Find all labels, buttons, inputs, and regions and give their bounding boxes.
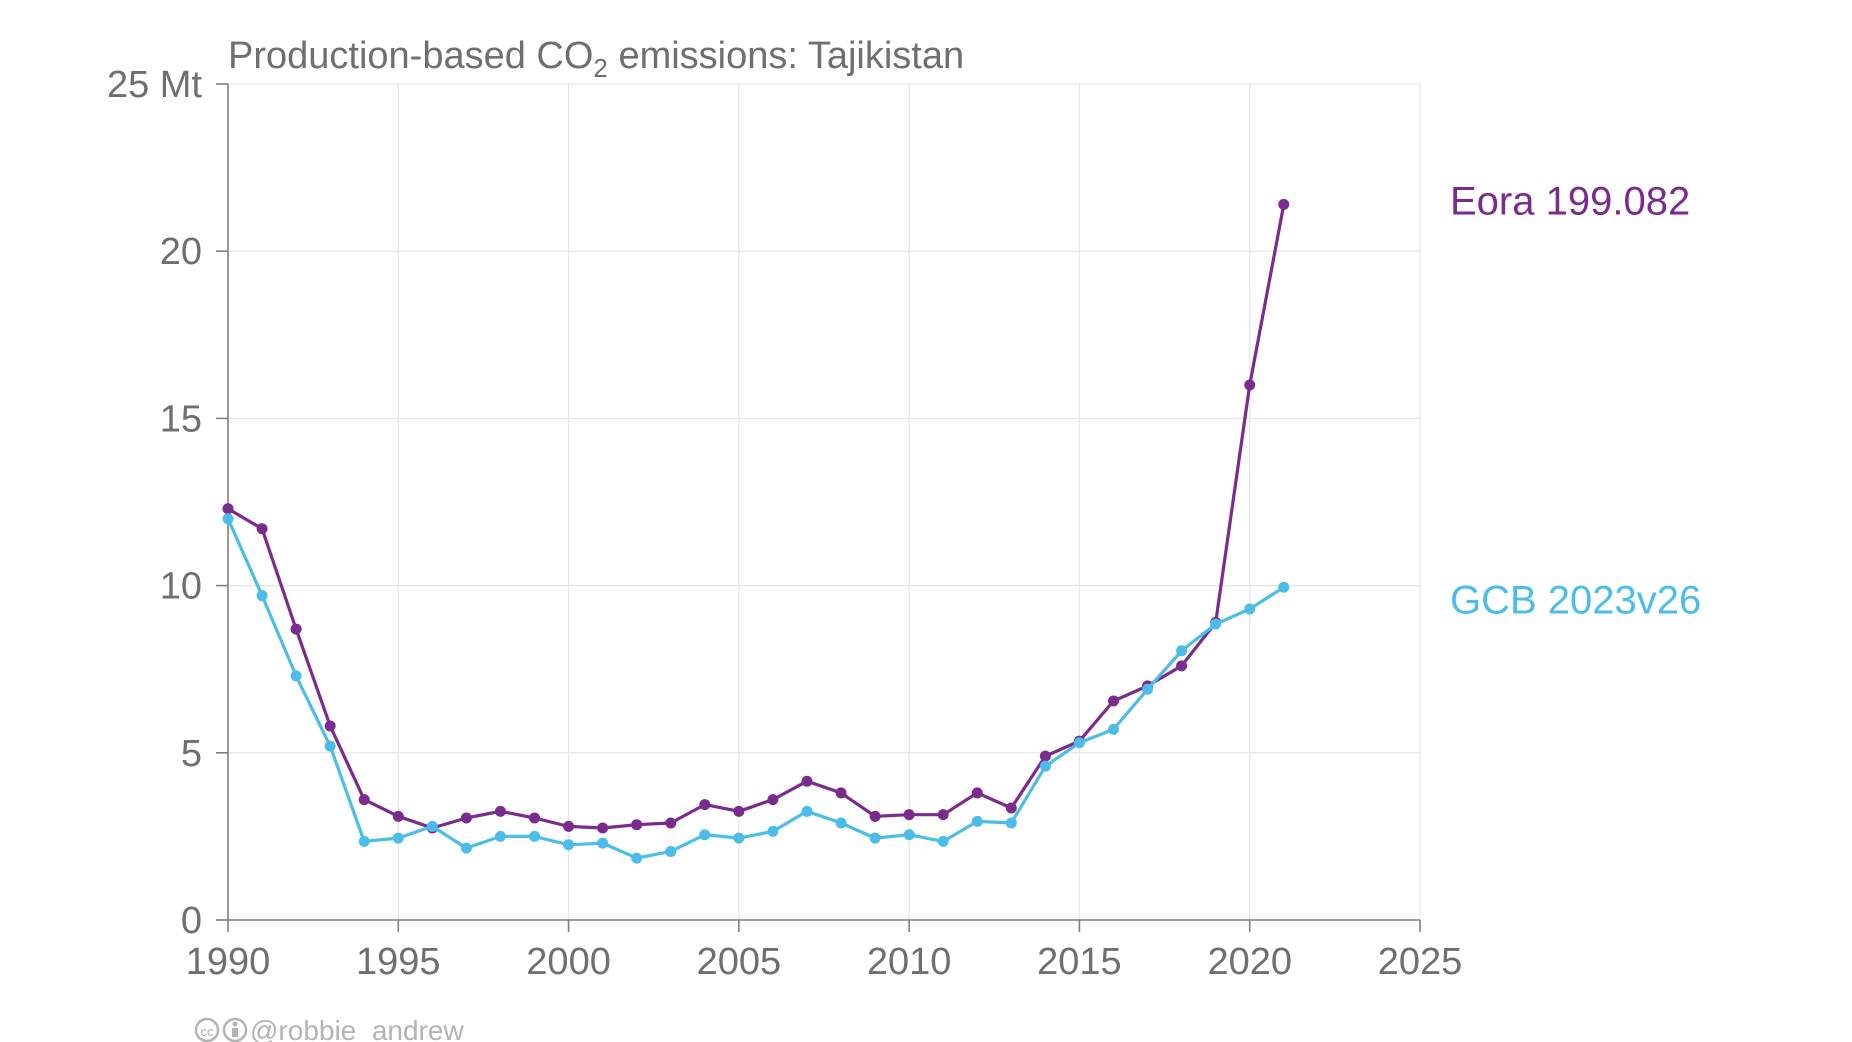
x-tick-label: 2020 — [1207, 941, 1292, 983]
data-point-eora-199-082 — [1107, 695, 1119, 707]
data-point-gcb-2023v26 — [290, 670, 302, 682]
data-point-gcb-2023v26 — [222, 513, 234, 525]
gridlines — [228, 83, 1421, 920]
data-point-eora-199-082 — [597, 822, 609, 834]
data-point-gcb-2023v26 — [494, 830, 506, 842]
data-point-gcb-2023v26 — [1142, 683, 1154, 695]
x-tick-label: 2015 — [1037, 941, 1122, 983]
data-point-eora-199-082 — [835, 787, 847, 799]
series-labels: Eora 199.082 GCB 2023v26 — [1450, 179, 1701, 622]
data-point-eora-199-082 — [1005, 802, 1017, 814]
data-point-eora-199-082 — [222, 503, 234, 515]
data-point-eora-199-082 — [869, 810, 881, 822]
data-point-eora-199-082 — [358, 794, 370, 806]
series-line-eora-199-082 — [226, 202, 1286, 830]
data-point-eora-199-082 — [256, 523, 268, 535]
data-point-gcb-2023v26 — [971, 815, 983, 827]
data-point-eora-199-082 — [1278, 198, 1290, 210]
data-point-eora-199-082 — [971, 787, 983, 799]
data-point-eora-199-082 — [1244, 379, 1256, 391]
data-point-eora-199-082 — [324, 720, 336, 732]
data-point-gcb-2023v26 — [767, 825, 779, 837]
y-tick-label: 25 Mt — [107, 64, 202, 106]
data-point-eora-199-082 — [563, 820, 575, 832]
data-point-eora-199-082 — [903, 809, 915, 821]
x-tick-label: 2025 — [1378, 941, 1463, 983]
data-point-eora-199-082 — [937, 809, 949, 821]
series-label-gcb-2023v26: GCB 2023v26 — [1450, 578, 1701, 622]
chart-title-subscript: 2 — [593, 53, 607, 83]
data-point-eora-199-082 — [529, 812, 541, 824]
data-point-gcb-2023v26 — [1073, 737, 1085, 749]
chart-title: Production-based CO2 emissions: Tajikist… — [228, 35, 964, 83]
data-point-eora-199-082 — [631, 819, 643, 831]
x-tick-label: 1990 — [186, 941, 271, 983]
data-point-gcb-2023v26 — [937, 835, 949, 847]
data-point-gcb-2023v26 — [529, 830, 541, 842]
data-point-eora-199-082 — [767, 794, 779, 806]
data-point-eora-199-082 — [460, 812, 472, 824]
data-point-eora-199-082 — [733, 805, 745, 817]
data-point-gcb-2023v26 — [1039, 760, 1051, 772]
data-point-eora-199-082 — [1176, 660, 1188, 672]
data-point-gcb-2023v26 — [256, 590, 268, 602]
data-point-eora-199-082 — [801, 775, 813, 787]
creative-commons-icon: cc — [194, 1017, 220, 1042]
attribution-icon — [222, 1017, 248, 1042]
svg-text:cc: cc — [201, 1024, 215, 1039]
x-tick-label: 2010 — [867, 941, 952, 983]
data-point-eora-199-082 — [494, 805, 506, 817]
data-point-gcb-2023v26 — [1005, 817, 1017, 829]
series-line-gcb-2023v26 — [226, 517, 1286, 860]
data-point-gcb-2023v26 — [1210, 618, 1222, 630]
data-point-gcb-2023v26 — [324, 740, 336, 752]
data-point-gcb-2023v26 — [358, 835, 370, 847]
data-point-gcb-2023v26 — [563, 839, 575, 851]
y-tick-label: 10 — [160, 566, 202, 608]
data-point-gcb-2023v26 — [869, 832, 881, 844]
data-point-eora-199-082 — [665, 817, 677, 829]
data-point-gcb-2023v26 — [801, 805, 813, 817]
y-tick-label: 5 — [181, 733, 202, 775]
data-point-gcb-2023v26 — [903, 829, 915, 841]
data-point-gcb-2023v26 — [1278, 581, 1290, 593]
x-tick-label: 2000 — [526, 941, 611, 983]
data-point-gcb-2023v26 — [835, 817, 847, 829]
x-tick-label: 2005 — [697, 941, 782, 983]
series-label-eora-199-082: Eora 199.082 — [1450, 179, 1690, 223]
data-point-eora-199-082 — [1039, 750, 1051, 762]
data-point-gcb-2023v26 — [631, 852, 643, 864]
y-tick-label: 20 — [160, 231, 202, 273]
data-point-eora-199-082 — [392, 810, 404, 822]
x-tick-label: 1995 — [356, 941, 441, 983]
credit: cc @robbie_andrew — [194, 1015, 464, 1042]
axes: 0 5 10 15 20 25 Mt 1990 1995 2000 2005 2010 2015 202… — [107, 64, 1462, 983]
data-point-gcb-2023v26 — [597, 837, 609, 849]
data-point-gcb-2023v26 — [699, 829, 711, 841]
data-point-gcb-2023v26 — [1244, 603, 1256, 615]
chart-title-suffix: emissions: Tajikistan — [608, 35, 964, 77]
data-point-gcb-2023v26 — [460, 842, 472, 854]
data-point-gcb-2023v26 — [392, 832, 404, 844]
data-point-gcb-2023v26 — [1176, 645, 1188, 657]
chart-title-prefix: Production-based CO — [228, 35, 593, 77]
data-point-eora-199-082 — [699, 799, 711, 811]
y-tick-label: 0 — [181, 900, 202, 942]
data-point-gcb-2023v26 — [1107, 723, 1119, 735]
credit-handle: @robbie_andrew — [250, 1015, 464, 1042]
data-point-gcb-2023v26 — [665, 845, 677, 857]
data-point-gcb-2023v26 — [426, 820, 438, 832]
data-point-gcb-2023v26 — [733, 832, 745, 844]
y-tick-label: 15 — [160, 398, 202, 440]
data-point-eora-199-082 — [290, 623, 302, 635]
series-lines — [222, 198, 1290, 864]
